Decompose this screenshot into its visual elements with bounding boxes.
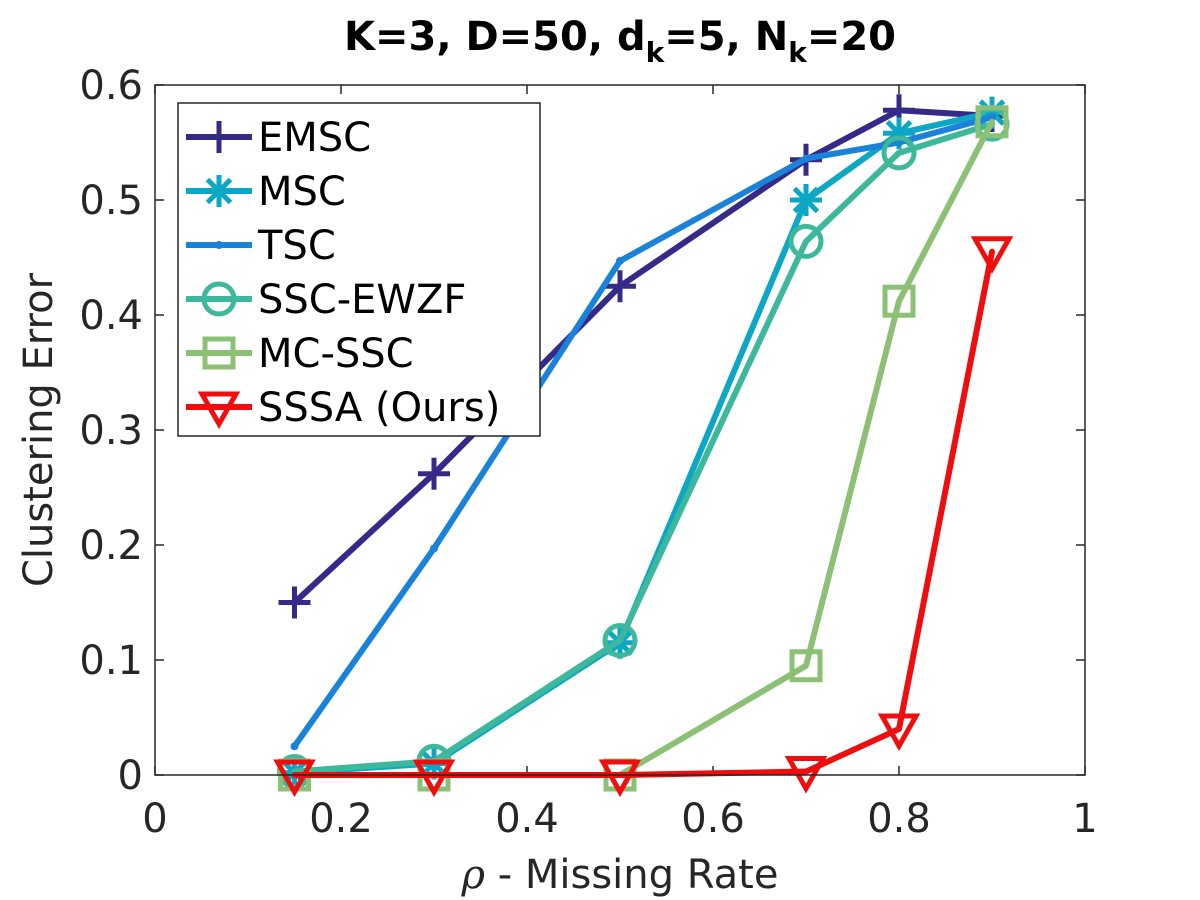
y-tick-label: 0 bbox=[118, 753, 143, 799]
data-point bbox=[290, 742, 299, 751]
x-tick-label: 0 bbox=[142, 796, 167, 842]
data-point bbox=[970, 236, 1014, 274]
title-sub1: k bbox=[646, 36, 666, 69]
ticks-layer: 0 0.2 0.4 0.6 0.8 1 0 0.1 0.2 0.3 0.4 0.5 0.6 bbox=[79, 63, 1097, 842]
legend-entry: TSC bbox=[186, 223, 336, 269]
legend-entry: MSC bbox=[186, 169, 346, 215]
chart-title: K=3, D=50, dk=5, Nk=20 bbox=[344, 14, 896, 69]
x-tick-label: 1 bbox=[1072, 796, 1097, 842]
axes-frame bbox=[154, 84, 1086, 776]
data-point bbox=[895, 138, 903, 147]
legend-box bbox=[177, 102, 541, 437]
y-tick-label: 0.1 bbox=[79, 638, 143, 684]
legend-marker bbox=[215, 241, 223, 249]
title-suffix: =20 bbox=[807, 14, 896, 60]
y-tick-label: 0.3 bbox=[79, 408, 143, 454]
data-point bbox=[412, 759, 456, 798]
legend-marker bbox=[202, 336, 236, 370]
x-tick-label: 0.6 bbox=[681, 796, 745, 842]
x-tick-label: 0.2 bbox=[309, 796, 373, 842]
title-prefix: K=3, D=50, d bbox=[344, 14, 646, 60]
legend-marker bbox=[203, 121, 235, 153]
data-point bbox=[802, 154, 810, 163]
series-layer bbox=[273, 94, 1014, 798]
data-point bbox=[975, 105, 1009, 139]
data-point bbox=[602, 622, 638, 658]
legend-entry: MC-SSC bbox=[186, 331, 414, 377]
data-point bbox=[788, 223, 824, 259]
data-point bbox=[278, 586, 311, 619]
legend-label: MC-SSC bbox=[258, 331, 414, 377]
data-point bbox=[598, 759, 642, 798]
legend-label: EMSC bbox=[258, 115, 371, 161]
data-point bbox=[988, 113, 996, 122]
legend-label: SSSA (Ours) bbox=[258, 385, 500, 431]
series-line bbox=[291, 114, 995, 750]
title-mid: =5, N bbox=[664, 14, 788, 60]
data-point bbox=[604, 270, 636, 303]
x-tick-label: 0.4 bbox=[495, 796, 559, 842]
x-axis-label-symbol: ρ bbox=[461, 852, 486, 898]
y-axis-label: Clustering Error bbox=[16, 272, 62, 587]
legend-marker bbox=[203, 175, 235, 207]
x-tick-label: 0.8 bbox=[867, 796, 931, 842]
legend-label: SSC-EWZF bbox=[258, 277, 466, 323]
data-point bbox=[877, 713, 921, 752]
data-point bbox=[881, 135, 917, 171]
legend-entry: SSSA (Ours) bbox=[186, 385, 500, 431]
y-tick-label: 0.2 bbox=[79, 523, 143, 569]
data-point bbox=[418, 457, 450, 490]
data-point bbox=[790, 184, 822, 216]
data-point bbox=[784, 756, 828, 794]
x-axis-label-text: - Missing Rate bbox=[485, 852, 778, 898]
y-tick-label: 0.5 bbox=[79, 178, 143, 224]
data-point bbox=[273, 759, 316, 798]
legend-label: MSC bbox=[258, 169, 346, 215]
series-tsc bbox=[290, 113, 996, 751]
legend-marker bbox=[201, 281, 237, 317]
legend-label: TSC bbox=[257, 223, 336, 269]
data-point bbox=[430, 544, 438, 553]
legend-entry: EMSC bbox=[186, 115, 371, 161]
data-point bbox=[616, 256, 624, 265]
x-axis-label: ρ - Missing Rate bbox=[461, 852, 779, 898]
legend-marker bbox=[197, 391, 241, 430]
y-tick-label: 0.4 bbox=[79, 293, 143, 339]
legend: EMSC MSC TSC SSC-EWZF MC-SSC SSSA (Ours) bbox=[177, 102, 541, 437]
legend-entry: SSC-EWZF bbox=[186, 277, 466, 323]
data-point bbox=[789, 649, 823, 683]
title-sub2: k bbox=[788, 36, 808, 69]
y-tick-label: 0.6 bbox=[79, 63, 143, 109]
data-point bbox=[882, 284, 916, 318]
